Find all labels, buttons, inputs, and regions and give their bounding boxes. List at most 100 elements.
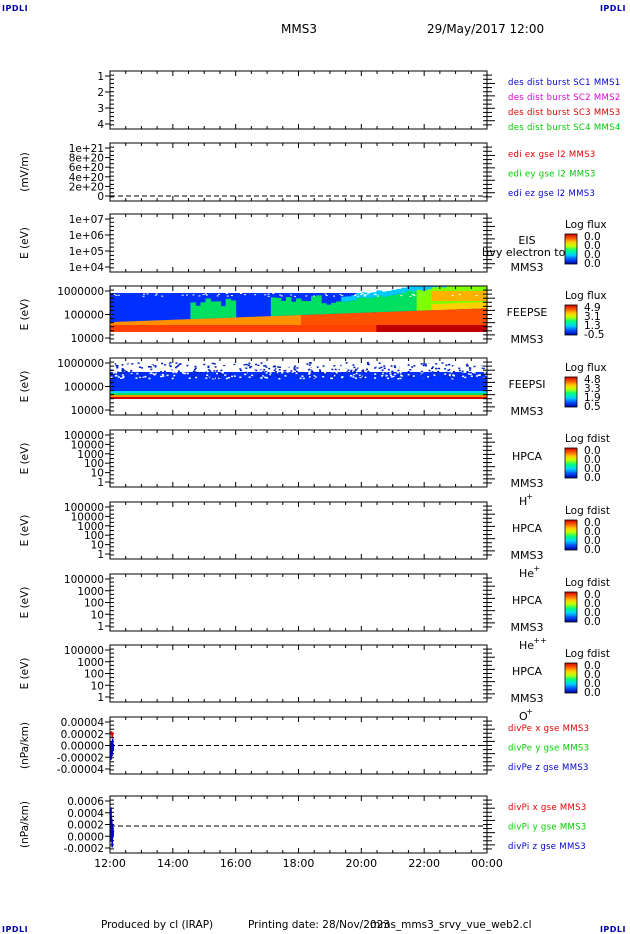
spectrogram-speckle — [341, 373, 344, 375]
spectrogram-speckle — [162, 375, 165, 377]
spectrogram-speckle — [119, 372, 122, 374]
spectrogram-speckle — [417, 367, 420, 369]
spectrogram-cell — [195, 305, 201, 319]
spectrogram-speckle — [202, 293, 205, 295]
spectrogram-cell — [265, 316, 272, 325]
spectrogram-speckle — [295, 372, 298, 375]
spectrogram-cell — [301, 325, 307, 332]
spectrogram-speckle — [195, 364, 198, 367]
spectrogram-speckle — [218, 373, 221, 375]
spectrogram-speckle — [364, 376, 367, 379]
spectrogram-speckle — [117, 376, 120, 378]
spectrogram-speckle — [447, 362, 450, 365]
spectrogram-speckle — [367, 363, 370, 366]
y-tick-label: 1 — [97, 71, 104, 83]
spectrogram-speckle — [274, 373, 277, 376]
spectrogram-speckle — [139, 372, 142, 374]
footer-printing-date: Printing date: 28/Nov/2023 — [248, 919, 390, 931]
spectrogram-speckle — [353, 295, 356, 297]
spectrogram-cell — [431, 325, 438, 332]
spectrogram-cell — [356, 312, 362, 325]
spectrogram-feepsi — [110, 362, 487, 399]
spectrogram-cell — [285, 297, 292, 316]
spectrogram-speckle — [167, 372, 170, 375]
spectrogram-cell — [225, 325, 232, 332]
y-axis-label: E (eV) — [19, 299, 31, 331]
spectrogram-speckle — [412, 294, 415, 296]
spectrogram-speckle — [272, 293, 275, 295]
spectrogram-cell — [446, 291, 453, 301]
y-tick-label: 1e+05 — [69, 246, 104, 258]
spectrogram-cell — [250, 325, 257, 332]
spectrogram-speckle — [481, 374, 484, 377]
spectrogram-speckle — [358, 366, 361, 368]
spectrogram-speckle — [354, 294, 357, 296]
spectrogram-cell — [416, 310, 423, 325]
spectrogram-cell — [225, 317, 232, 325]
spectrogram-speckle — [291, 366, 294, 368]
y-axis-label: E (eV) — [19, 658, 31, 690]
spectrogram-speckle — [277, 366, 280, 368]
spectrogram-speckle — [376, 363, 379, 366]
spectrogram-speckle — [116, 373, 119, 376]
spectrogram-speckle — [397, 366, 400, 368]
spectrogram-speckle — [233, 362, 236, 364]
instrument-label: EIS — [518, 234, 535, 247]
y-axis-label: E (eV) — [19, 515, 31, 547]
spectrogram-cell — [406, 325, 413, 332]
spectrogram-speckle — [481, 367, 484, 369]
spectrogram-speckle — [473, 377, 476, 379]
spectrogram-cell — [476, 302, 483, 309]
spectrogram-speckle — [307, 369, 310, 371]
colorbar-title: Log fdist — [565, 648, 610, 660]
spectrogram-speckle — [196, 372, 199, 375]
spectrogram-cell — [275, 325, 282, 332]
panel-frame — [109, 644, 488, 703]
spectrogram-speckle — [209, 370, 212, 373]
spectrogram-speckle — [213, 370, 216, 372]
y-tick-label: 10000 — [71, 439, 104, 451]
spectrogram-cell — [391, 289, 398, 295]
spectrogram-band — [110, 397, 487, 399]
spectrogram-speckle — [185, 294, 188, 296]
y-tick-label: 100 — [84, 598, 104, 610]
spectrogram-speckle — [311, 362, 314, 364]
y-tick-label: 10 — [91, 468, 104, 480]
spectrogram-speckle — [424, 364, 427, 367]
spectrogram-speckle — [318, 369, 321, 371]
spectrogram-speckle — [189, 368, 192, 371]
spectrogram-speckle — [260, 377, 263, 379]
spectrogram-speckle — [153, 366, 156, 369]
spectrogram-speckle — [328, 362, 331, 365]
spectrogram-cell — [326, 325, 332, 332]
spectrogram-speckle — [471, 370, 474, 372]
spectrogram-cell — [306, 301, 312, 315]
spectrogram-speckle — [139, 376, 142, 379]
spectrogram-speckle — [154, 372, 157, 375]
spectrogram-speckle — [248, 376, 251, 378]
panel-frame — [109, 142, 488, 202]
spectrogram-speckle — [278, 369, 281, 371]
spectrogram-speckle — [233, 365, 236, 368]
spectrogram-cell — [396, 288, 403, 294]
spectrogram-cell — [230, 300, 237, 318]
spectrogram-speckle — [121, 364, 124, 366]
spectrogram-cell — [220, 306, 227, 318]
spectrogram-speckle — [470, 367, 473, 369]
spectrogram-cell — [481, 291, 487, 301]
spectrogram-cell — [476, 308, 483, 325]
spectrogram-speckle — [452, 374, 455, 376]
spectrogram-speckle — [463, 363, 466, 366]
spectrogram-speckle — [419, 372, 422, 374]
panel-11 — [105, 795, 495, 854]
spectrogram-cell — [431, 286, 438, 288]
spectrogram-speckle — [130, 373, 133, 375]
spectrogram-speckle — [354, 375, 357, 377]
spectrogram-speckle — [258, 373, 261, 375]
spectrogram-cell — [406, 286, 413, 291]
spectrogram-cell — [170, 319, 176, 325]
spectrogram-cell — [386, 290, 392, 296]
spectrogram-speckle — [161, 373, 164, 376]
spectrogram-speckle — [136, 372, 139, 375]
y-tick-label: 4 — [97, 119, 104, 131]
